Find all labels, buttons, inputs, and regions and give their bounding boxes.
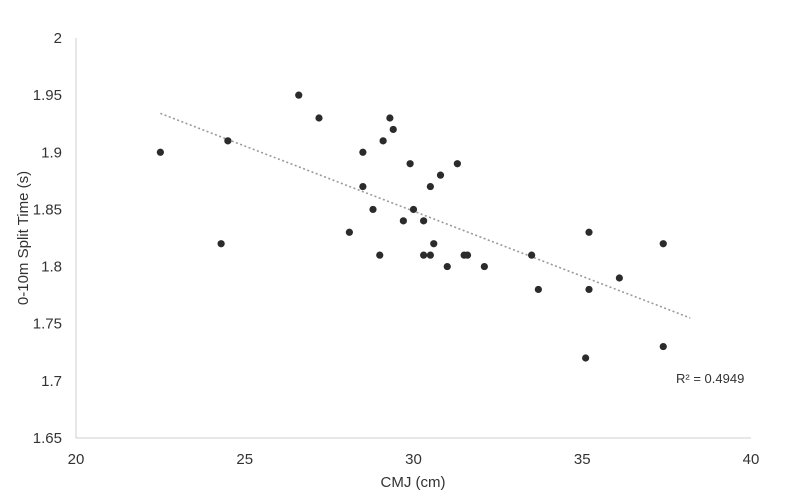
data-point (315, 114, 323, 122)
x-tick-label: 20 (68, 451, 85, 468)
data-point (659, 342, 667, 351)
data-point (409, 205, 418, 214)
data-point (426, 251, 434, 259)
data-point (420, 217, 428, 225)
y-tick-label: 1.75 (33, 316, 62, 333)
y-tick-label: 1.95 (33, 87, 62, 104)
y-tick-label: 1.85 (33, 201, 62, 218)
data-point (295, 91, 303, 99)
x-tick-label: 35 (574, 451, 591, 468)
data-point (443, 262, 451, 271)
y-tick-label: 1.65 (33, 430, 62, 447)
data-point (582, 354, 590, 362)
trendline (160, 112, 691, 319)
data-point (369, 205, 377, 214)
data-points (156, 91, 667, 362)
data-point (453, 160, 461, 168)
x-axis-label: CMJ (cm) (381, 474, 446, 491)
data-point (430, 240, 438, 248)
data-point (436, 171, 445, 179)
data-point (528, 251, 536, 259)
y-tick-label: 1.7 (41, 373, 62, 390)
data-point (379, 137, 387, 145)
data-point (659, 240, 667, 248)
y-tick-label: 1.9 (41, 144, 62, 161)
data-point (376, 251, 384, 259)
x-tick-label: 25 (236, 451, 253, 468)
y-tick-label: 2 (54, 30, 62, 47)
y-tick-label: 1.8 (41, 259, 62, 276)
data-point (156, 148, 164, 156)
x-axis-ticks: 20 25 30 35 40 (68, 451, 760, 468)
data-point (224, 137, 232, 145)
data-point (359, 148, 367, 156)
x-tick-label: 40 (743, 451, 760, 468)
data-point (585, 228, 593, 236)
data-point (217, 240, 225, 248)
y-axis-label: 0-10m Split Time (s) (15, 171, 32, 305)
data-point (426, 182, 434, 191)
data-point (420, 251, 428, 259)
data-point (406, 160, 414, 168)
data-point (345, 228, 353, 236)
data-point (534, 285, 542, 294)
data-point (389, 125, 397, 134)
data-point (386, 114, 394, 122)
data-point (359, 182, 367, 191)
data-point (399, 217, 407, 225)
r-squared-annotation: R² = 0.4949 (676, 371, 744, 386)
data-point (463, 251, 472, 259)
x-tick-label: 30 (405, 451, 422, 468)
data-point (480, 262, 488, 271)
data-point (585, 285, 593, 294)
y-axis-ticks: 1.65 1.7 1.75 1.8 1.85 1.9 1.95 2 (33, 30, 62, 447)
data-point (615, 274, 623, 282)
